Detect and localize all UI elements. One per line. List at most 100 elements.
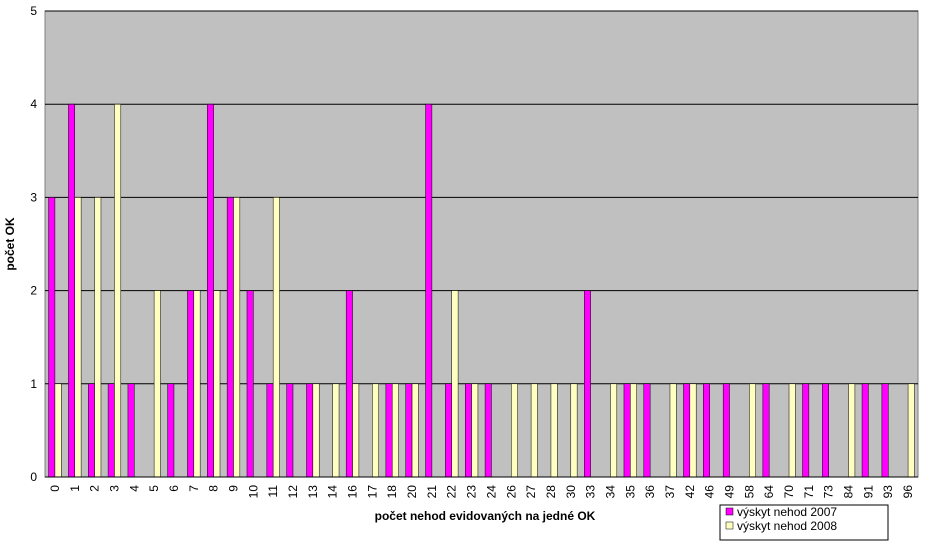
x-tick-label: 26 (504, 485, 518, 499)
bar (48, 197, 56, 478)
bar (881, 383, 889, 478)
bar (451, 290, 459, 478)
bar (788, 383, 796, 478)
y-tick-label: 1 (30, 377, 37, 391)
x-tick-label: 34 (603, 485, 617, 499)
bar (907, 383, 915, 478)
x-tick-label: 93 (881, 485, 895, 499)
bar (213, 290, 221, 478)
bar (630, 383, 637, 478)
x-tick-label: 12 (286, 485, 300, 499)
x-tick-label: 70 (782, 485, 796, 499)
bar (822, 383, 829, 478)
x-tick-label: 36 (643, 485, 657, 499)
legend-swatch (725, 507, 734, 516)
x-tick-label: 22 (445, 485, 459, 499)
legend-label: výskyt nehod 2007 (737, 505, 837, 519)
bar (68, 103, 76, 478)
bar (623, 383, 631, 478)
bar (511, 383, 518, 478)
x-tick-label: 84 (842, 485, 856, 499)
bar (272, 197, 280, 478)
bar (372, 383, 379, 478)
x-tick-label: 91 (861, 485, 875, 499)
x-tick-label: 30 (564, 485, 578, 499)
bar (286, 383, 294, 478)
bar (848, 383, 856, 478)
y-tick-label: 0 (30, 470, 37, 484)
legend-swatch (725, 521, 734, 530)
x-tick-label: 7 (187, 485, 201, 492)
bar (425, 103, 433, 478)
bar (107, 383, 115, 478)
y-axis-title: počet OK (3, 217, 17, 271)
bar (94, 197, 102, 478)
x-tick-label: 18 (385, 485, 399, 499)
bar (610, 383, 618, 478)
x-tick-label: 2 (88, 485, 102, 492)
bar (345, 290, 353, 478)
bar (464, 383, 472, 478)
x-tick-label: 35 (623, 485, 637, 499)
bar (187, 290, 195, 478)
x-tick-label: 8 (207, 485, 221, 492)
x-tick-label: 33 (584, 485, 598, 499)
bar (683, 383, 691, 478)
x-tick-label: 58 (742, 485, 756, 499)
x-tick-label: 11 (266, 485, 280, 498)
x-tick-label: 1 (68, 485, 82, 492)
bar (114, 103, 122, 478)
bar (570, 383, 578, 478)
bar (530, 383, 538, 478)
x-tick-label: 9 (226, 485, 240, 492)
bar (584, 290, 591, 478)
bar (550, 383, 558, 478)
x-tick-label: 21 (425, 485, 439, 499)
y-tick-label: 4 (30, 97, 37, 111)
x-tick-label: 73 (822, 485, 836, 499)
bar (266, 383, 274, 478)
x-tick-label: 17 (365, 485, 379, 499)
bar (167, 383, 175, 478)
x-tick-label: 6 (167, 485, 181, 492)
bar (233, 197, 241, 478)
y-tick-label: 2 (30, 284, 37, 298)
bar (207, 103, 214, 478)
bar (54, 383, 62, 478)
x-tick-label: 20 (405, 485, 419, 499)
x-tick-label: 42 (683, 485, 697, 499)
x-tick-label: 14 (326, 485, 340, 499)
bar (445, 383, 452, 478)
bar (385, 383, 393, 478)
x-tick-label: 4 (127, 485, 141, 492)
legend-label: výskyt nehod 2008 (737, 519, 837, 533)
bar (802, 383, 810, 478)
bar (411, 383, 419, 478)
x-tick-label: 28 (544, 485, 558, 499)
bar (312, 383, 320, 478)
bar (127, 383, 135, 478)
bar (391, 383, 399, 478)
x-tick-label: 23 (465, 485, 479, 499)
bar (643, 383, 651, 478)
bar (703, 383, 710, 478)
bar (246, 290, 254, 478)
bar (484, 383, 492, 478)
y-tick-label: 3 (30, 190, 37, 204)
bar (749, 383, 756, 478)
bar (471, 383, 479, 478)
bar (88, 383, 95, 478)
bar (405, 383, 413, 478)
bar (74, 197, 82, 478)
bar (669, 383, 677, 478)
bar (861, 383, 869, 478)
x-tick-label: 0 (48, 485, 62, 492)
x-tick-label: 71 (802, 485, 816, 499)
bar (689, 383, 697, 478)
legend (719, 504, 889, 541)
bar (193, 290, 201, 478)
x-tick-label: 27 (524, 485, 538, 499)
x-tick-label: 46 (703, 485, 717, 499)
x-tick-label: 24 (484, 485, 498, 499)
